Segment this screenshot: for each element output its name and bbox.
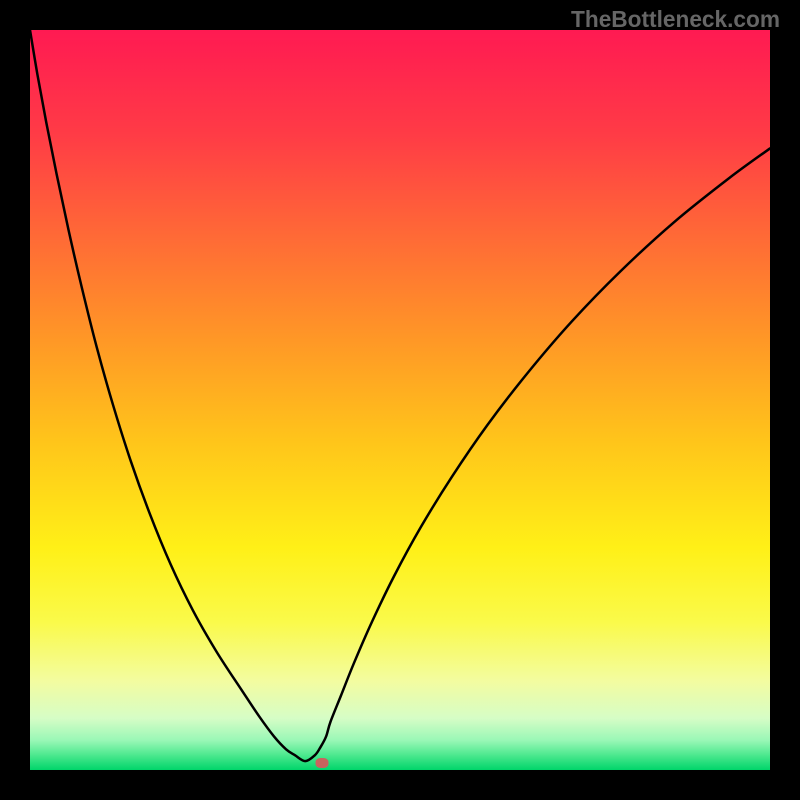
curve-layer: [30, 30, 770, 770]
optimum-marker: [316, 758, 329, 768]
chart-canvas: TheBottleneck.com: [0, 0, 800, 800]
bottleneck-curve: [30, 30, 770, 761]
watermark-text: TheBottleneck.com: [571, 6, 780, 33]
plot-area: [30, 30, 770, 770]
